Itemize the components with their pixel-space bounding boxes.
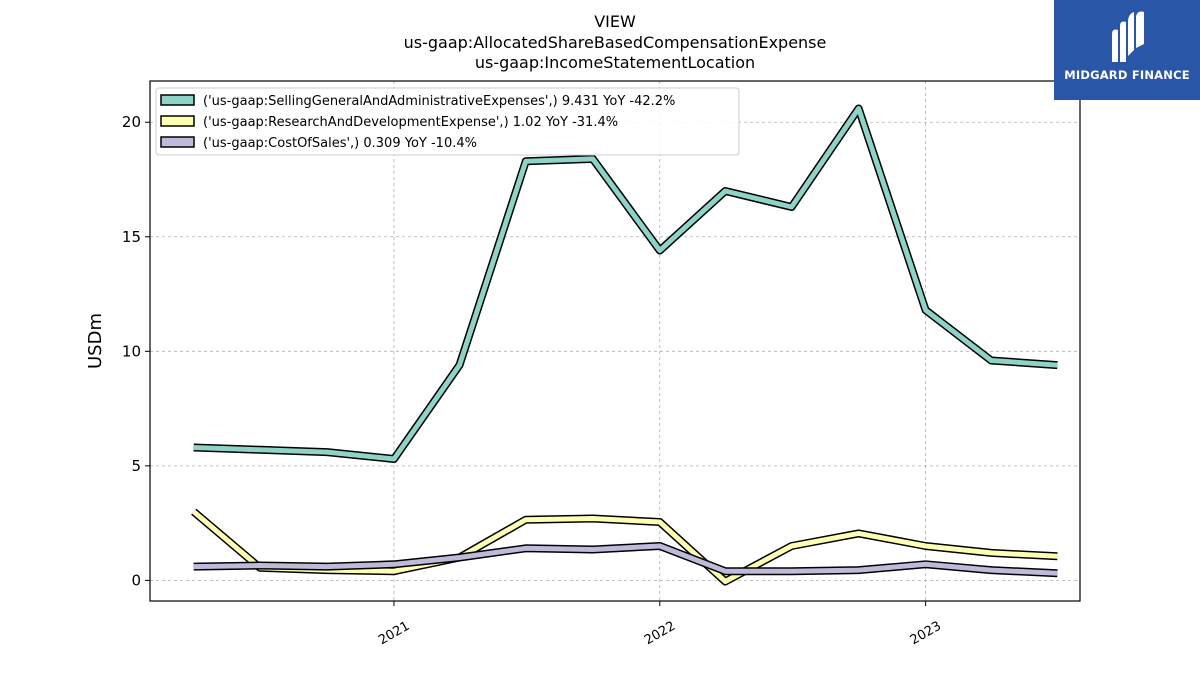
legend-swatch [160,136,195,148]
legend-box [155,87,740,156]
series-0 [193,104,1058,463]
legend-label: ('us-gaap:CostOfSales',) 0.309 YoY -10.4… [203,136,477,151]
series-line [193,106,1058,462]
series-line [193,543,1058,576]
y-tick-label: 0 [131,571,141,589]
legend-swatch [160,94,195,106]
series-line-outline [193,104,1058,463]
legend-label: ('us-gaap:ResearchAndDevelopmentExpense'… [203,115,618,130]
y-tick-label: 15 [122,228,141,246]
y-tick-label: 10 [122,342,141,360]
x-axis: 2021 2022 2023 [376,601,944,648]
x-tick-label: 2023 [908,619,944,649]
y-tick-label: 5 [131,457,141,475]
brand-logo: MIDGARD FINANCE [1054,0,1200,100]
legend-item: ('us-gaap:CostOfSales',) 0.309 YoY -10.4… [160,136,477,151]
chart-title-line-2: us-gaap:AllocatedShareBasedCompensationE… [404,33,827,52]
x-tick-label: 2022 [642,619,678,649]
midgard-logo-icon [1054,0,1200,100]
y-axis-label: USDm [85,313,106,369]
grid [150,81,1080,601]
series-1 [191,508,1058,586]
y-axis: 0 5 10 15 20 [122,113,150,589]
series-line [192,509,1058,584]
plot-frame [149,80,1081,602]
brand-name: MIDGARD FINANCE [1064,68,1190,82]
legend-item: ('us-gaap:ResearchAndDevelopmentExpense'… [160,115,618,130]
chart-title-line-3: us-gaap:IncomeStatementLocation [475,53,755,72]
x-tick-label: 2021 [376,619,412,649]
chart-title: VIEW us-gaap:AllocatedShareBasedCompensa… [404,12,827,72]
legend-label: ('us-gaap:SellingGeneralAndAdministrativ… [203,94,675,109]
y-tick-label: 20 [122,113,141,131]
legend-swatch [160,115,195,127]
chart-title-line-1: VIEW [594,12,636,31]
legend-item: ('us-gaap:SellingGeneralAndAdministrativ… [160,94,675,109]
series-layer [191,104,1058,586]
legend: ('us-gaap:SellingGeneralAndAdministrativ… [155,87,740,156]
series-2 [193,542,1058,578]
